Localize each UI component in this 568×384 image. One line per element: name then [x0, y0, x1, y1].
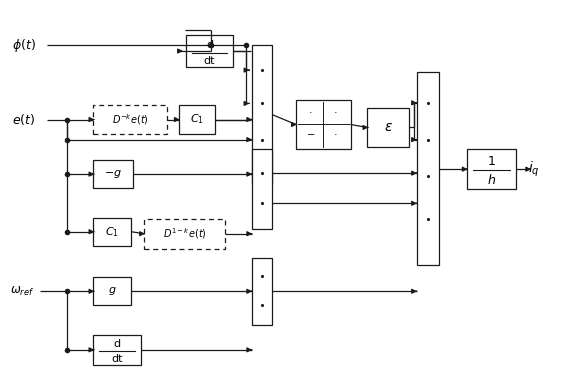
Text: dt: dt	[204, 56, 215, 66]
Text: 1: 1	[487, 155, 495, 168]
Text: d: d	[206, 40, 213, 50]
Text: $D^{1-k}e(t)$: $D^{1-k}e(t)$	[163, 226, 207, 241]
Text: d: d	[114, 339, 121, 349]
Text: −: −	[307, 131, 315, 141]
Bar	[93, 277, 131, 305]
Text: $\phi(t)$: $\phi(t)$	[12, 36, 36, 54]
Bar	[252, 258, 272, 325]
Text: $\varepsilon$: $\varepsilon$	[384, 121, 392, 134]
Text: $-g$: $-g$	[105, 168, 122, 180]
Text: h: h	[487, 174, 495, 187]
Text: $D^{-k}e(t)$: $D^{-k}e(t)$	[112, 112, 148, 127]
Text: $g$: $g$	[108, 285, 116, 297]
Text: $C_1$: $C_1$	[105, 225, 119, 238]
Text: ·: ·	[334, 131, 337, 141]
Text: dt: dt	[111, 354, 123, 364]
Text: $i_q$: $i_q$	[528, 159, 540, 179]
Bar	[179, 104, 215, 134]
Text: $\omega_{ref}$: $\omega_{ref}$	[10, 285, 34, 298]
Bar	[93, 335, 141, 365]
Bar	[296, 100, 350, 149]
Bar	[186, 35, 233, 67]
Bar	[252, 149, 272, 229]
Text: $e(t)$: $e(t)$	[12, 112, 35, 127]
Text: $C_1$: $C_1$	[190, 113, 204, 126]
Text: ·: ·	[334, 108, 337, 118]
Bar	[367, 108, 409, 147]
Bar	[467, 149, 516, 189]
Text: ·: ·	[309, 108, 312, 118]
Bar	[93, 104, 167, 134]
Bar	[417, 72, 439, 265]
Bar	[93, 160, 133, 188]
Bar	[252, 45, 272, 184]
Bar	[93, 218, 131, 246]
Bar	[144, 219, 225, 248]
